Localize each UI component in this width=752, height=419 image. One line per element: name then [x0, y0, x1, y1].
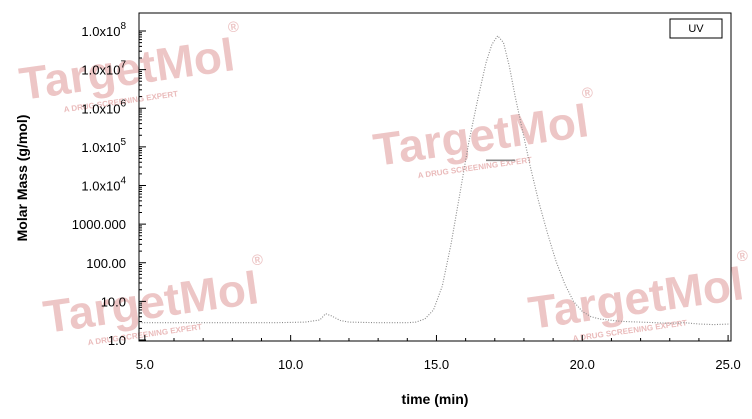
watermark-registered-mark: ® — [227, 18, 240, 36]
x-axis-title: time (min) — [402, 391, 469, 407]
y-tick-label: 10.0 — [101, 294, 126, 309]
x-tick-label: 25.0 — [715, 357, 740, 372]
y-tick-label: 1.0x104 — [81, 176, 126, 194]
x-tick-label: 5.0 — [136, 357, 154, 372]
watermark-registered-mark: ® — [736, 247, 749, 265]
watermark-logo: TargetMol®A DRUG SCREENING EXPERT — [40, 251, 264, 347]
x-tick-label: 15.0 — [424, 357, 449, 372]
y-tick-label: 1.0x108 — [81, 21, 126, 39]
y-tick-label: 100.00 — [86, 256, 126, 271]
x-axis: 5.0 10.0 15.0 20.0 25.0 — [136, 335, 741, 372]
x-tick-label: 20.0 — [570, 357, 595, 372]
y-tick-label: 1000.000 — [72, 217, 126, 232]
y-tick-label: 1.0x106 — [81, 98, 126, 116]
plot-area-frame — [138, 12, 732, 342]
watermark-registered-mark: ® — [581, 84, 594, 102]
legend: UV — [669, 18, 723, 39]
watermark-logo: TargetMol®A DRUG SCREENING EXPERT — [16, 18, 240, 114]
watermark-logo: TargetMol®A DRUG SCREENING EXPERT — [525, 247, 749, 343]
legend-box — [669, 18, 723, 39]
y-tick-label: 1.0x107 — [81, 60, 126, 78]
series-uv-line — [139, 34, 732, 326]
y-axis-title: Molar Mass (g/mol) — [14, 115, 30, 242]
series-layer — [139, 34, 732, 326]
legend-entry-uv: UV — [688, 23, 704, 35]
x-tick-label: 10.0 — [278, 357, 303, 372]
y-tick-label: 1.0 — [108, 333, 126, 348]
watermark-logo: TargetMol®A DRUG SCREENING EXPERT — [370, 84, 594, 180]
y-axis: 1.0 10.0 100.00 1000.000 1.0x104 1.0x105 1.0x1… — [72, 21, 146, 348]
y-tick-label: 1.0x105 — [81, 137, 126, 155]
watermark-registered-mark: ® — [251, 251, 264, 269]
